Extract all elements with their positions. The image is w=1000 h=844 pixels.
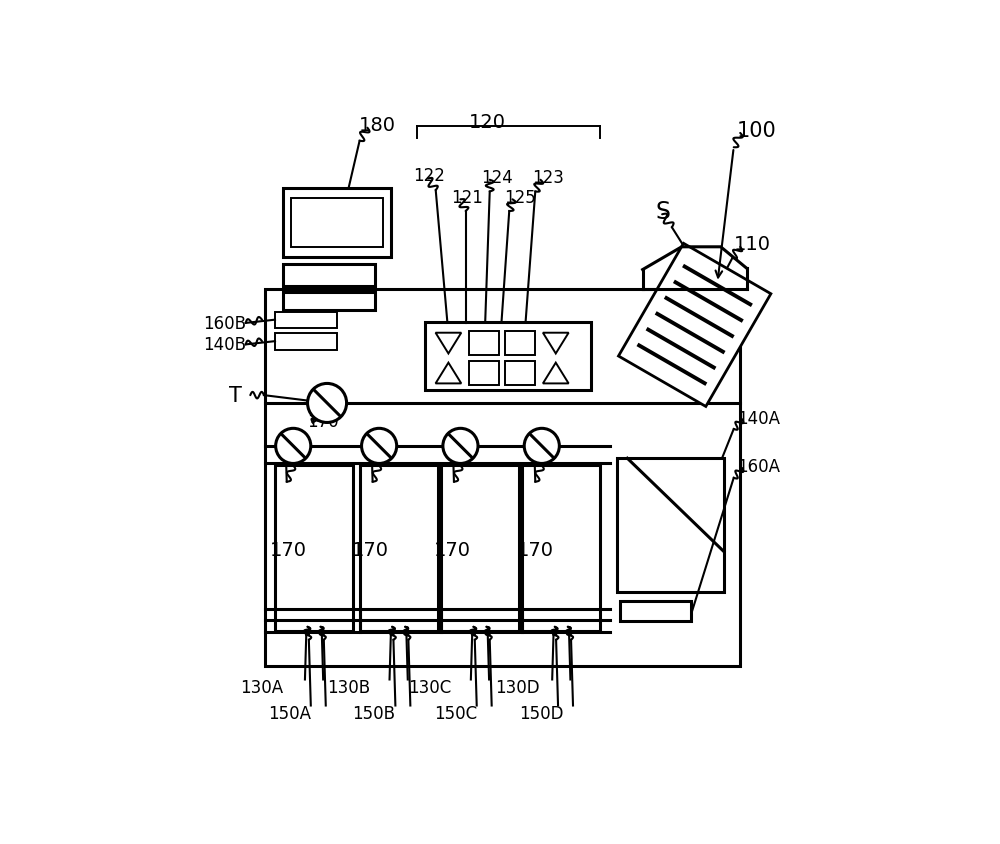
Text: 150A: 150A: [268, 705, 311, 722]
Circle shape: [308, 384, 347, 423]
Text: 170: 170: [517, 540, 554, 560]
Bar: [505, 361, 535, 386]
Text: 130B: 130B: [327, 679, 370, 696]
Bar: [425, 322, 591, 391]
Bar: [441, 465, 519, 631]
Bar: [275, 465, 353, 631]
Text: 170: 170: [270, 540, 307, 560]
Bar: [469, 361, 499, 386]
Text: 122: 122: [414, 167, 445, 185]
Text: 110: 110: [734, 235, 771, 254]
Text: 160B: 160B: [203, 315, 246, 333]
Bar: [275, 334, 337, 350]
Text: 140B: 140B: [203, 336, 246, 354]
Bar: [617, 459, 724, 592]
Text: 180: 180: [359, 116, 396, 135]
Bar: [522, 465, 600, 631]
Bar: [469, 332, 499, 356]
Text: 130D: 130D: [495, 679, 540, 696]
Text: 170: 170: [308, 413, 339, 430]
Circle shape: [362, 429, 397, 464]
Text: 150D: 150D: [520, 705, 564, 722]
Text: 100: 100: [737, 121, 777, 140]
Bar: [265, 289, 740, 667]
Bar: [283, 189, 391, 257]
Text: 123: 123: [532, 169, 564, 187]
Bar: [275, 312, 337, 328]
Bar: [620, 602, 691, 621]
Text: 130C: 130C: [408, 679, 451, 696]
Text: 150B: 150B: [352, 705, 395, 722]
Text: 160A: 160A: [737, 457, 780, 475]
Text: 150C: 150C: [434, 705, 477, 722]
Text: 124: 124: [481, 169, 513, 187]
Text: S: S: [656, 200, 671, 224]
Text: 130A: 130A: [240, 679, 284, 696]
Bar: [283, 265, 375, 286]
Text: 170: 170: [434, 540, 471, 560]
Bar: [505, 332, 535, 356]
Text: 120: 120: [469, 112, 506, 132]
Bar: [360, 465, 438, 631]
Text: 121: 121: [451, 188, 483, 207]
Circle shape: [443, 429, 478, 464]
Circle shape: [276, 429, 311, 464]
Text: 170: 170: [352, 540, 389, 560]
Text: T: T: [229, 386, 242, 406]
Text: 140A: 140A: [737, 409, 780, 427]
Bar: [291, 198, 383, 247]
Bar: [283, 292, 375, 311]
Circle shape: [524, 429, 559, 464]
Text: 125: 125: [504, 188, 536, 207]
Polygon shape: [618, 244, 771, 407]
